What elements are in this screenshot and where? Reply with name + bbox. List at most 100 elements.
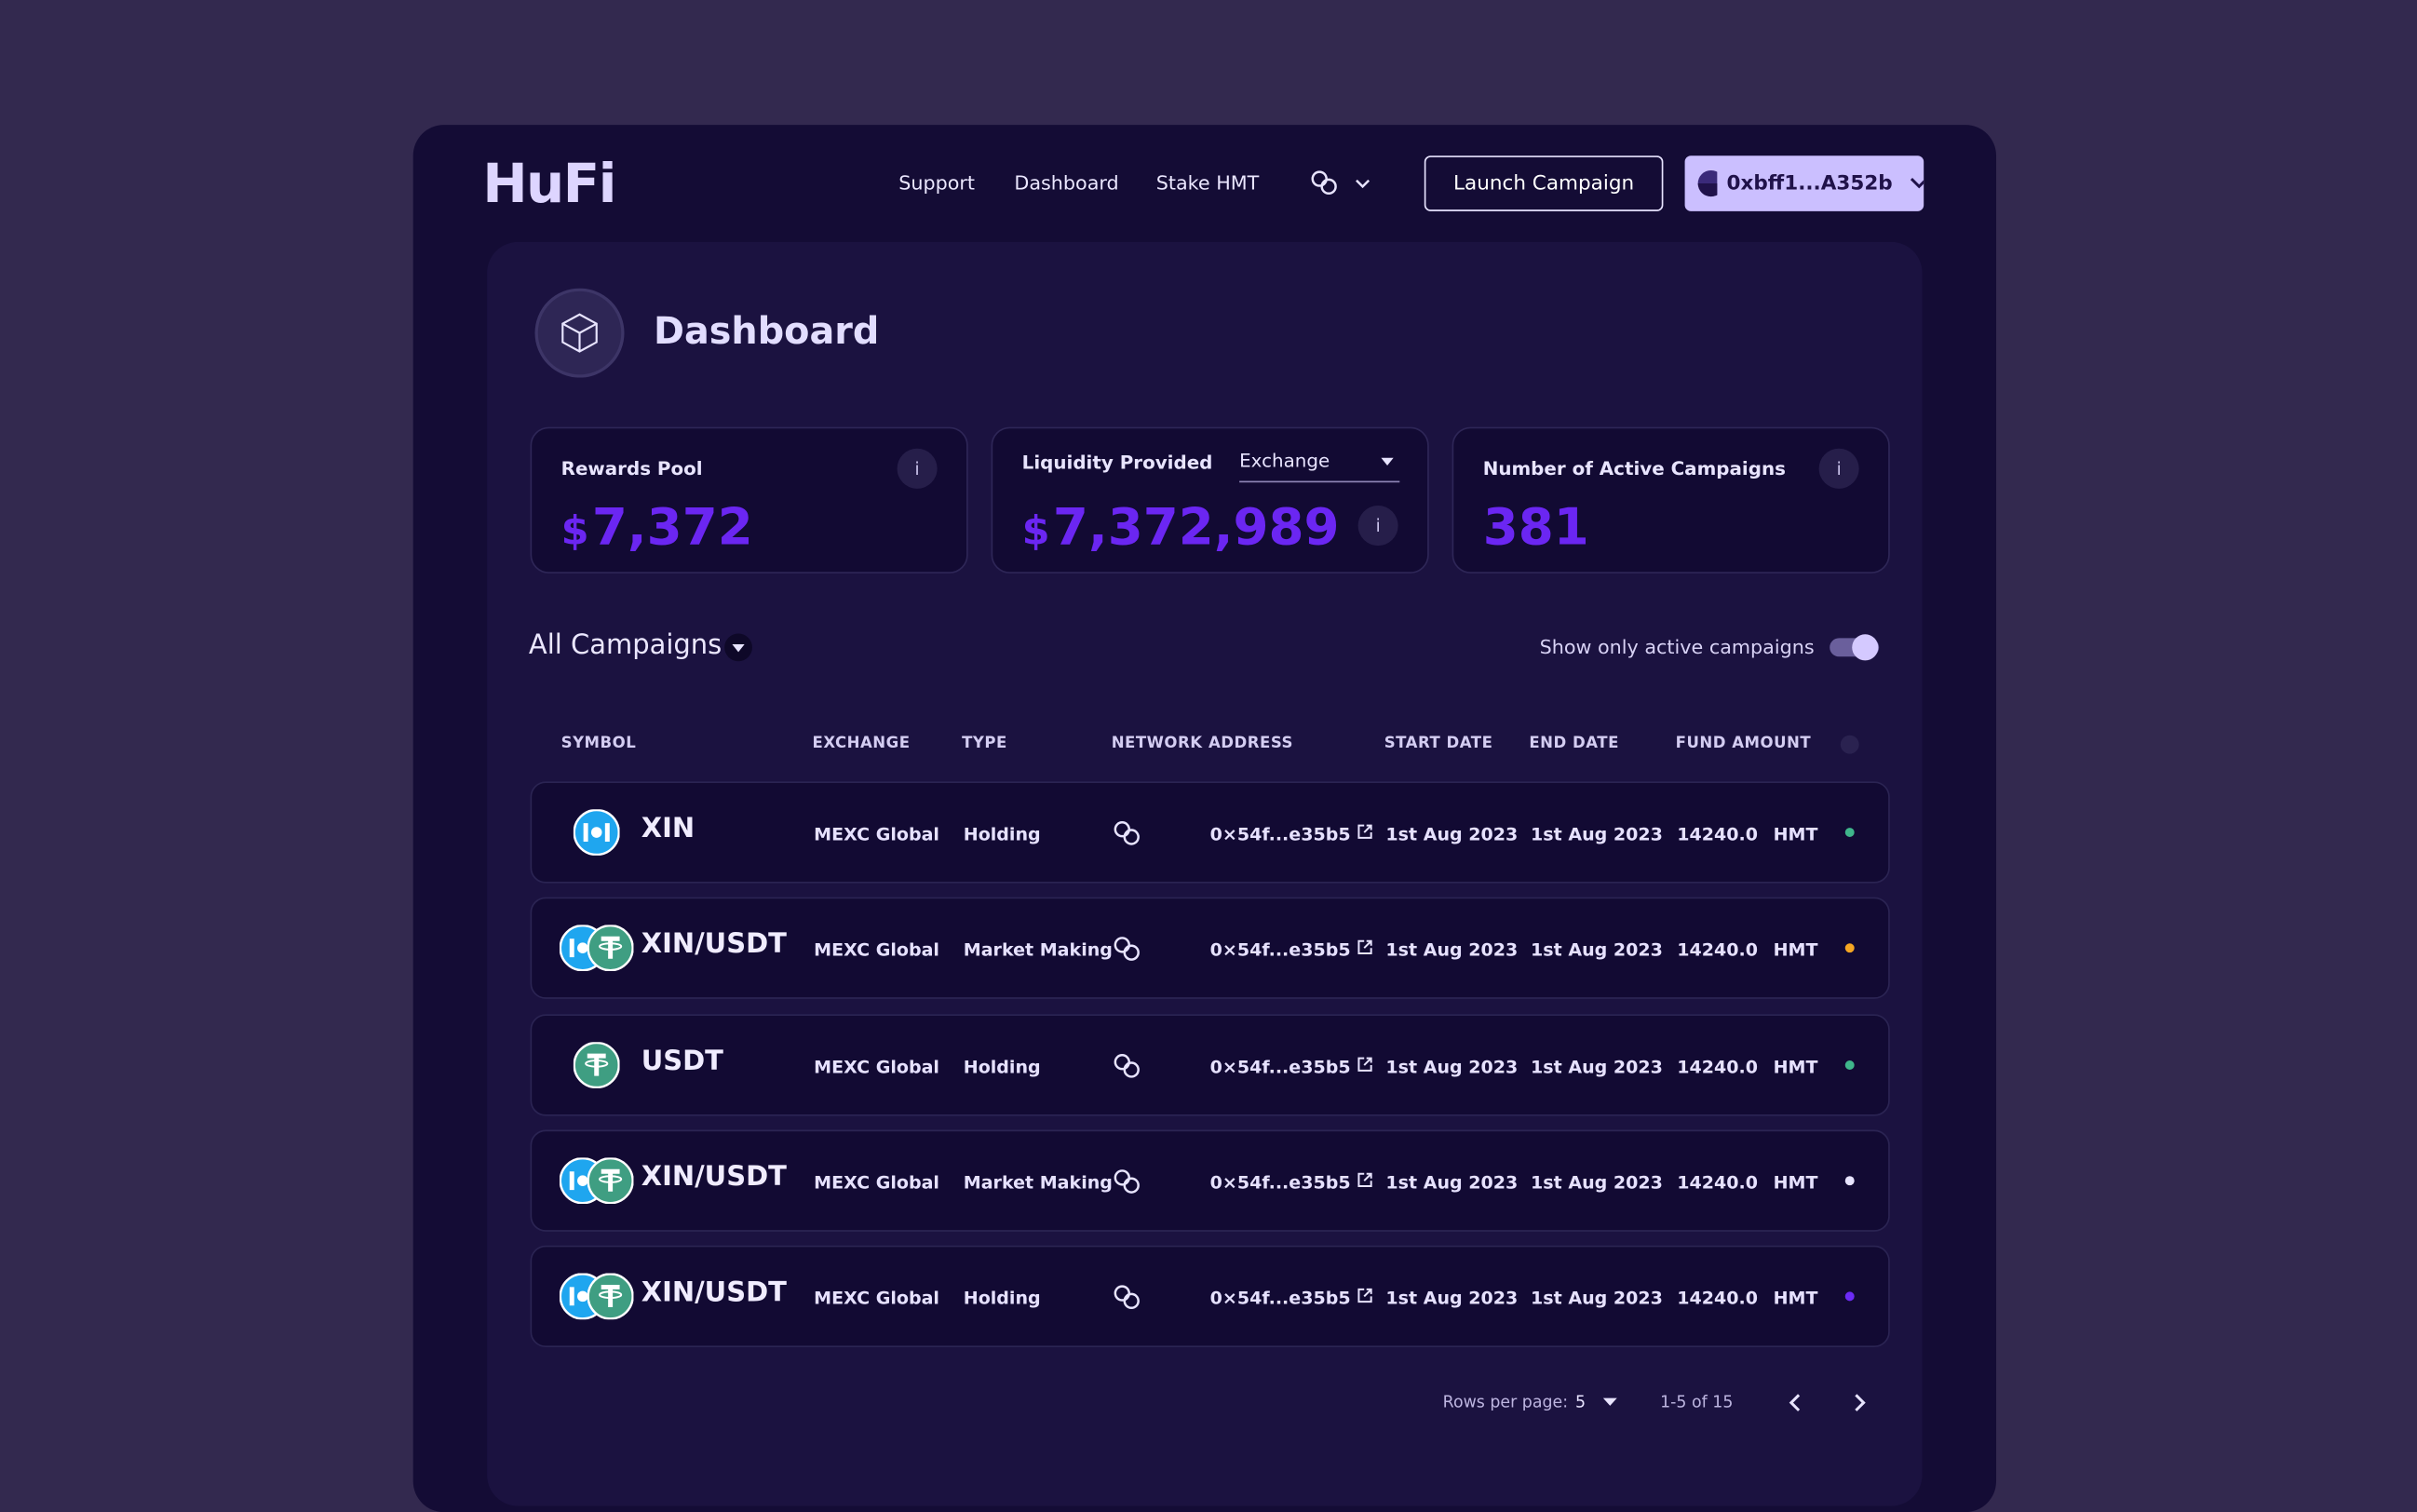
active-toggle[interactable]	[1829, 632, 1884, 663]
logo[interactable]: HuFi	[482, 154, 616, 216]
address[interactable]: 0×54f...e35b5	[1210, 1171, 1374, 1193]
external-glyph	[1357, 824, 1372, 839]
stage: HuFi Support Dashboard Stake HMT Launch …	[412, 125, 1997, 1512]
info-button[interactable]: i	[1357, 506, 1398, 547]
nav-link[interactable]: Support	[898, 170, 976, 195]
rows-dropdown[interactable]	[1601, 1395, 1620, 1411]
token-icon	[573, 809, 620, 856]
token: HMT	[1773, 1056, 1818, 1078]
stat-label: Number of Active Campaigns	[1482, 457, 1786, 479]
end-date: 1st Aug 2023	[1531, 1287, 1663, 1309]
status-dot	[1844, 1291, 1855, 1302]
address-text: 0×54f...e35b5	[1209, 1171, 1351, 1194]
external-glyph	[1357, 939, 1372, 954]
fund-amount: 14240.0 HMT	[1677, 1171, 1817, 1193]
fund-amount: 14240.0 HMT	[1677, 938, 1817, 960]
campaign-row[interactable]: XIN MEXC Global Holding 0×54f...e35b5 1st Au…	[530, 781, 1890, 884]
column-header: EXCHANGE	[812, 735, 911, 752]
address-text: 0×54f...e35b5	[1209, 938, 1351, 961]
campaign-row[interactable]: USDT MEXC Global Holding 0×54f...e35b5 1st A…	[530, 1014, 1890, 1116]
address-text: 0×54f...e35b5	[1209, 1056, 1351, 1078]
type: Market Making	[963, 938, 1113, 961]
address[interactable]: 0×54f...e35b5	[1210, 938, 1374, 960]
exchange: MEXC Global	[814, 823, 939, 845]
end-date: 1st Aug 2023	[1531, 1171, 1663, 1194]
column-header: TYPE	[962, 735, 1007, 752]
wallet-address: 0xbff1...A352b	[1726, 171, 1893, 196]
external-link	[1357, 938, 1373, 960]
external-link	[1357, 1171, 1373, 1193]
amount: 14240.0	[1677, 938, 1759, 961]
stat-value: $7,372,989	[1022, 496, 1340, 557]
address[interactable]: 0×54f...e35b5	[1209, 1287, 1374, 1309]
wallet-button[interactable]: 0xbff1...A352b	[1684, 155, 1924, 211]
amount: 14240.0	[1677, 1287, 1759, 1309]
start-date: 1st Aug 2023	[1385, 938, 1519, 961]
external-link	[1357, 823, 1373, 844]
external-glyph	[1357, 1288, 1372, 1303]
select-label: Exchange	[1239, 450, 1330, 472]
status-dot	[1844, 1176, 1855, 1186]
start-date: 1st Aug 2023	[1385, 1056, 1519, 1078]
token: HMT	[1773, 938, 1818, 961]
stat-value: $7,372	[561, 496, 753, 557]
symbol: XIN/USDT	[641, 1277, 787, 1309]
column-header: SYMBOL	[560, 735, 637, 752]
start-date: 1st Aug 2023	[1385, 1287, 1519, 1309]
address-text: 0×54f...e35b5	[1209, 1287, 1351, 1309]
chevron	[1910, 177, 1924, 189]
symbol: XIN/USDT	[641, 1162, 787, 1194]
status-dot	[1844, 943, 1855, 953]
nav-link[interactable]: Dashboard	[1014, 170, 1119, 195]
info-button[interactable]: i	[897, 448, 938, 489]
token: HMT	[1773, 1171, 1818, 1194]
rows-per-page-value[interactable]: 5	[1575, 1393, 1587, 1412]
network-glyph	[1114, 1285, 1140, 1310]
external-glyph	[1357, 1172, 1372, 1187]
wallet-avatar	[1697, 169, 1718, 197]
start-date: 1st Aug 2023	[1385, 1171, 1519, 1194]
address[interactable]: 0×54f...e35b5	[1210, 1056, 1374, 1077]
symbol: XIN/USDT	[641, 929, 787, 961]
token: HMT	[1773, 1287, 1818, 1309]
currency: $	[1021, 508, 1050, 556]
page: HuFi Support Dashboard Stake HMT Launch …	[412, 125, 1997, 1512]
column-header: NETWORK	[1111, 735, 1203, 752]
network-select[interactable]	[1310, 169, 1378, 197]
column-header: START DATE	[1384, 735, 1493, 752]
token-icon	[587, 925, 634, 972]
start-date: 1st Aug 2023	[1385, 823, 1519, 845]
select-arrow	[1381, 457, 1394, 466]
page-range: 1-5 of 15	[1660, 1393, 1734, 1412]
network-icon	[1113, 1284, 1143, 1317]
amount: 14240.0	[1677, 823, 1759, 845]
column-header: FUND AMOUNT	[1675, 735, 1812, 752]
campaign-row[interactable]: XIN/USDT MEXC Global Market Making 0×54f...…	[530, 1129, 1890, 1232]
column-header: ADDRESS	[1208, 735, 1293, 752]
page-title: Dashboard	[653, 309, 880, 354]
campaign-filter[interactable]	[722, 632, 753, 663]
amount: 14240.0	[1677, 1056, 1759, 1078]
campaign-row[interactable]: XIN/USDT MEXC Global Holding 0×54f...e35b5 1…	[530, 1245, 1890, 1348]
prev-page[interactable]	[1785, 1392, 1806, 1413]
info-button[interactable]: i	[1818, 448, 1859, 489]
exchange: MEXC Global	[814, 1287, 939, 1309]
rows-per-page-label: Rows per page:	[1442, 1393, 1569, 1412]
symbol: XIN	[641, 814, 695, 845]
exchange-select[interactable]: Exchange	[1239, 450, 1400, 483]
address[interactable]: 0×54f...e35b5	[1210, 823, 1374, 844]
launch-campaign-button[interactable]: Launch Campaign	[1424, 155, 1664, 211]
network-icon	[1113, 936, 1143, 969]
amount: 7,372,989	[1052, 496, 1340, 557]
symbol: USDT	[641, 1046, 723, 1078]
next-page[interactable]	[1848, 1392, 1870, 1413]
exchange: MEXC Global	[814, 1056, 939, 1078]
campaign-row[interactable]: XIN/USDT MEXC Global Market Making 0×54f...…	[530, 897, 1890, 999]
token-icon	[573, 1042, 620, 1088]
fund-amount: 14240.0 HMT	[1677, 1056, 1817, 1077]
section-title: All Campaigns	[528, 630, 722, 662]
exchange: MEXC Global	[814, 1171, 939, 1194]
fund-amount: 14240.0 HMT	[1677, 1287, 1817, 1308]
end-date: 1st Aug 2023	[1531, 823, 1663, 845]
nav-link[interactable]: Stake HMT	[1155, 170, 1260, 195]
